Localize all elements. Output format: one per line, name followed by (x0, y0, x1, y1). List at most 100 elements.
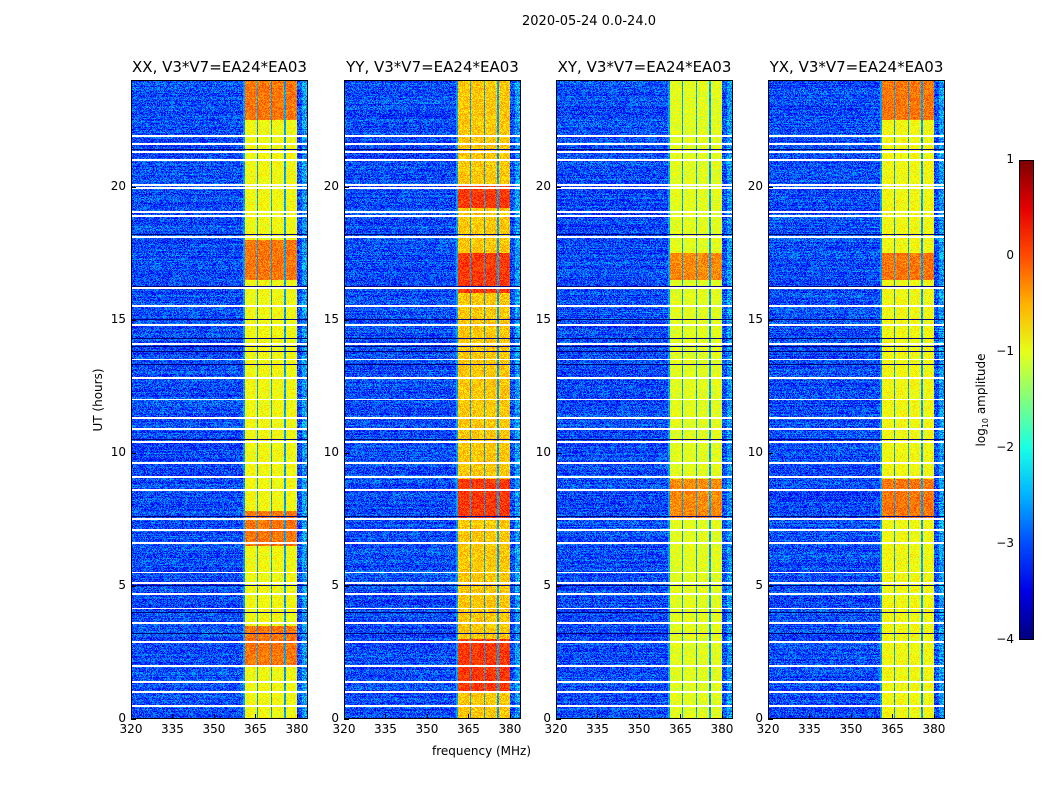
y-tick-mark (131, 452, 136, 454)
x-tick-label: 320 (756, 722, 780, 736)
y-tick-label: 20 (323, 178, 339, 193)
y-tick-label: 10 (323, 444, 339, 459)
x-tick-mark (131, 714, 132, 719)
heatmap-image (556, 80, 733, 719)
y-tick-label: 10 (747, 444, 763, 459)
x-tick-mark (768, 714, 769, 719)
x-tick-label: 365 (457, 722, 480, 736)
figure-title: 2020-05-24 0.0-24.0 (522, 14, 656, 29)
y-tick-mark (344, 319, 349, 321)
x-tick-label: 380 (922, 722, 946, 736)
y-tick-label: 15 (323, 311, 339, 326)
x-tick-label: 335 (798, 722, 821, 736)
y-tick-mark (556, 585, 561, 587)
x-tick-label: 380 (285, 722, 309, 736)
x-tick-mark (255, 714, 257, 719)
x-tick-label: 335 (374, 722, 397, 736)
x-tick-mark (556, 714, 557, 719)
y-tick-label: 5 (755, 577, 763, 592)
y-tick-mark (768, 585, 773, 587)
heatmap-image (131, 80, 308, 719)
y-tick-mark (768, 719, 773, 720)
x-tick-mark (344, 714, 345, 719)
y-tick-mark (768, 319, 773, 321)
y-tick-mark (556, 452, 561, 454)
x-tick-mark (892, 714, 894, 719)
x-tick-mark (809, 714, 811, 719)
y-tick-label: 20 (535, 178, 551, 193)
x-tick-mark (296, 714, 298, 719)
x-tick-mark (933, 714, 935, 719)
heatmap-image (768, 80, 945, 719)
heatmap-panel: XX, V3*V7=EA24*EA03 320 335 350 365 380 0 5 10 15… (111, 58, 309, 736)
y-tick-label: 0 (755, 711, 763, 725)
colorbar-tick-label: −2 (996, 440, 1014, 454)
y-tick-mark (556, 186, 561, 188)
y-tick-label: 10 (535, 444, 551, 459)
x-tick-mark (597, 714, 599, 719)
panel-title: YY, V3*V7=EA24*EA03 (346, 58, 519, 76)
y-tick-mark (131, 585, 136, 587)
y-tick-label: 10 (110, 444, 126, 459)
y-tick-label: 0 (331, 711, 339, 725)
x-tick-label: 350 (415, 722, 439, 736)
x-tick-mark (172, 714, 174, 719)
y-tick-label: 5 (543, 577, 551, 592)
x-tick-label: 320 (332, 722, 356, 736)
x-tick-label: 350 (839, 722, 863, 736)
colorbar-tick-label: −1 (996, 344, 1014, 358)
panel-title: YX, V3*V7=EA24*EA03 (769, 58, 944, 76)
y-axis-label: UT (hours) (91, 368, 105, 432)
x-tick-label: 335 (586, 722, 609, 736)
colorbar-tick-label: 0 (1006, 248, 1014, 262)
heatmap-image (344, 80, 521, 719)
x-tick-label: 365 (881, 722, 904, 736)
y-tick-label: 15 (110, 311, 126, 326)
y-tick-mark (344, 186, 349, 188)
colorbar-label-subscript: 10 (981, 417, 991, 429)
y-tick-mark (344, 719, 349, 720)
panel-frame (556, 80, 733, 719)
y-tick-label: 0 (543, 711, 551, 725)
x-tick-label: 380 (498, 722, 522, 736)
heatmap-panel: YX, V3*V7=EA24*EA03 320 335 350 365 380 0 5 10 15… (748, 58, 946, 736)
heatmap-panel: YY, V3*V7=EA24*EA03 320 335 350 365 380 0 5 10 15… (324, 58, 522, 736)
panel-frame (131, 80, 308, 719)
x-tick-mark (850, 714, 852, 719)
y-tick-label: 20 (110, 178, 126, 193)
y-tick-mark (556, 319, 561, 321)
x-tick-label: 320 (544, 722, 568, 736)
x-tick-mark (468, 714, 470, 719)
y-tick-label: 0 (118, 711, 126, 725)
x-tick-label: 350 (627, 722, 651, 736)
y-tick-mark (131, 719, 136, 720)
y-tick-label: 5 (118, 577, 126, 592)
y-tick-mark (344, 452, 349, 454)
x-tick-label: 335 (161, 722, 184, 736)
panel-title: XX, V3*V7=EA24*EA03 (132, 58, 307, 76)
y-tick-label: 5 (331, 577, 339, 592)
x-tick-mark (385, 714, 387, 719)
x-tick-label: 380 (710, 722, 734, 736)
x-tick-label: 365 (244, 722, 267, 736)
y-tick-mark (768, 186, 773, 188)
colorbar-tick-label: 1 (1006, 152, 1014, 166)
x-tick-label: 350 (202, 722, 226, 736)
colorbar-label: log10 amplitude (974, 354, 990, 447)
x-tick-label: 365 (669, 722, 692, 736)
heatmap-panel: XY, V3*V7=EA24*EA03 320 335 350 365 380 0 5 10 15… (536, 58, 734, 736)
panel-title: XY, V3*V7=EA24*EA03 (557, 58, 732, 76)
y-tick-mark (131, 319, 136, 321)
x-tick-mark (721, 714, 723, 719)
y-tick-mark (131, 186, 136, 188)
y-tick-mark (556, 719, 561, 720)
colorbar-tick-label: −4 (996, 632, 1014, 646)
x-tick-mark (213, 714, 215, 719)
x-tick-mark (509, 714, 511, 719)
x-tick-mark (638, 714, 640, 719)
panel-frame (344, 80, 521, 719)
x-tick-mark (680, 714, 682, 719)
panel-frame (768, 80, 945, 719)
colorbar (1019, 160, 1034, 640)
y-tick-mark (344, 585, 349, 587)
